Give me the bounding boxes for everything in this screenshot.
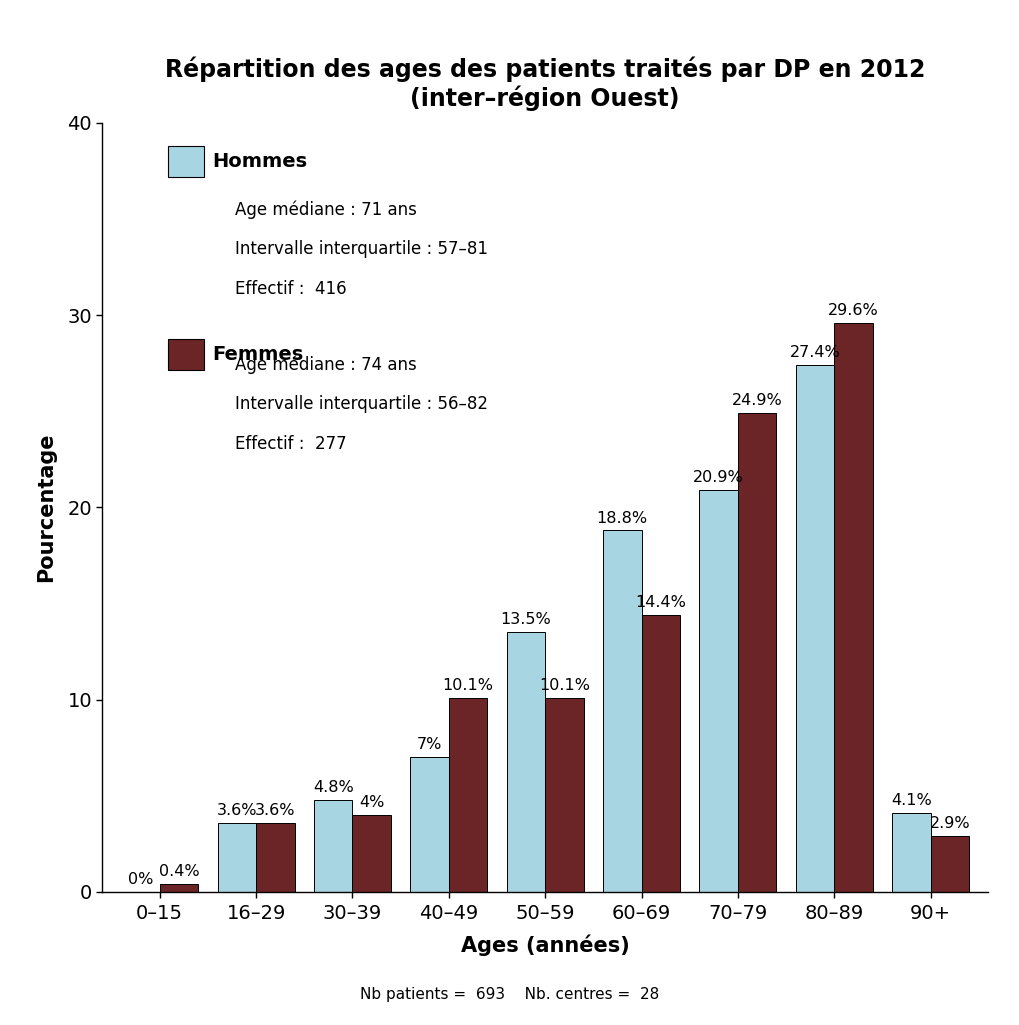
Bar xyxy=(545,698,584,892)
Text: Age médiane : 74 ans: Age médiane : 74 ans xyxy=(234,356,417,374)
Text: 2.9%: 2.9% xyxy=(929,816,970,831)
Bar xyxy=(892,813,930,892)
Bar xyxy=(217,822,256,892)
Text: 0.4%: 0.4% xyxy=(159,864,200,879)
Text: Intervalle interquartile : 56–82: Intervalle interquartile : 56–82 xyxy=(234,396,488,413)
Bar xyxy=(603,531,642,892)
Bar xyxy=(256,822,294,892)
Text: 4.1%: 4.1% xyxy=(891,793,931,808)
Text: 18.8%: 18.8% xyxy=(597,510,648,526)
Text: 3.6%: 3.6% xyxy=(217,803,257,818)
Text: 29.6%: 29.6% xyxy=(828,303,879,318)
Text: Effectif :  277: Effectif : 277 xyxy=(234,436,346,453)
Text: Hommes: Hommes xyxy=(213,152,308,171)
Text: 13.5%: 13.5% xyxy=(500,613,551,627)
Text: 24.9%: 24.9% xyxy=(732,394,783,408)
Text: 4%: 4% xyxy=(359,795,384,810)
FancyBboxPatch shape xyxy=(168,146,204,176)
Bar xyxy=(160,884,199,892)
Bar xyxy=(353,815,391,892)
Text: 20.9%: 20.9% xyxy=(693,470,744,485)
Text: Intervalle interquartile : 57–81: Intervalle interquartile : 57–81 xyxy=(234,240,488,258)
Y-axis label: Pourcentage: Pourcentage xyxy=(37,433,56,582)
Bar xyxy=(796,365,835,892)
Bar xyxy=(699,490,738,892)
Text: Nb patients =  693    Nb. centres =  28: Nb patients = 693 Nb. centres = 28 xyxy=(360,987,659,1002)
Bar xyxy=(314,800,353,892)
Bar xyxy=(411,757,448,892)
Text: 7%: 7% xyxy=(417,737,442,752)
Bar xyxy=(738,413,776,892)
X-axis label: Ages (années): Ages (années) xyxy=(461,935,630,956)
Bar xyxy=(642,615,680,892)
Text: 3.6%: 3.6% xyxy=(255,803,296,818)
Text: Effectif :  416: Effectif : 416 xyxy=(234,280,346,298)
Text: 10.1%: 10.1% xyxy=(442,678,493,693)
Text: 10.1%: 10.1% xyxy=(539,678,590,693)
Title: Répartition des ages des patients traités par DP en 2012
(inter–région Ouest): Répartition des ages des patients traité… xyxy=(165,56,925,112)
Text: Age médiane : 71 ans: Age médiane : 71 ans xyxy=(234,200,417,218)
Text: Femmes: Femmes xyxy=(213,344,304,364)
Text: 27.4%: 27.4% xyxy=(790,345,841,361)
Text: 4.8%: 4.8% xyxy=(313,780,354,794)
Bar xyxy=(448,698,487,892)
Text: 0%: 0% xyxy=(127,872,153,887)
Bar xyxy=(835,323,873,892)
FancyBboxPatch shape xyxy=(168,339,204,370)
Bar xyxy=(930,836,969,892)
Bar xyxy=(506,632,545,892)
Text: 14.4%: 14.4% xyxy=(636,596,686,610)
